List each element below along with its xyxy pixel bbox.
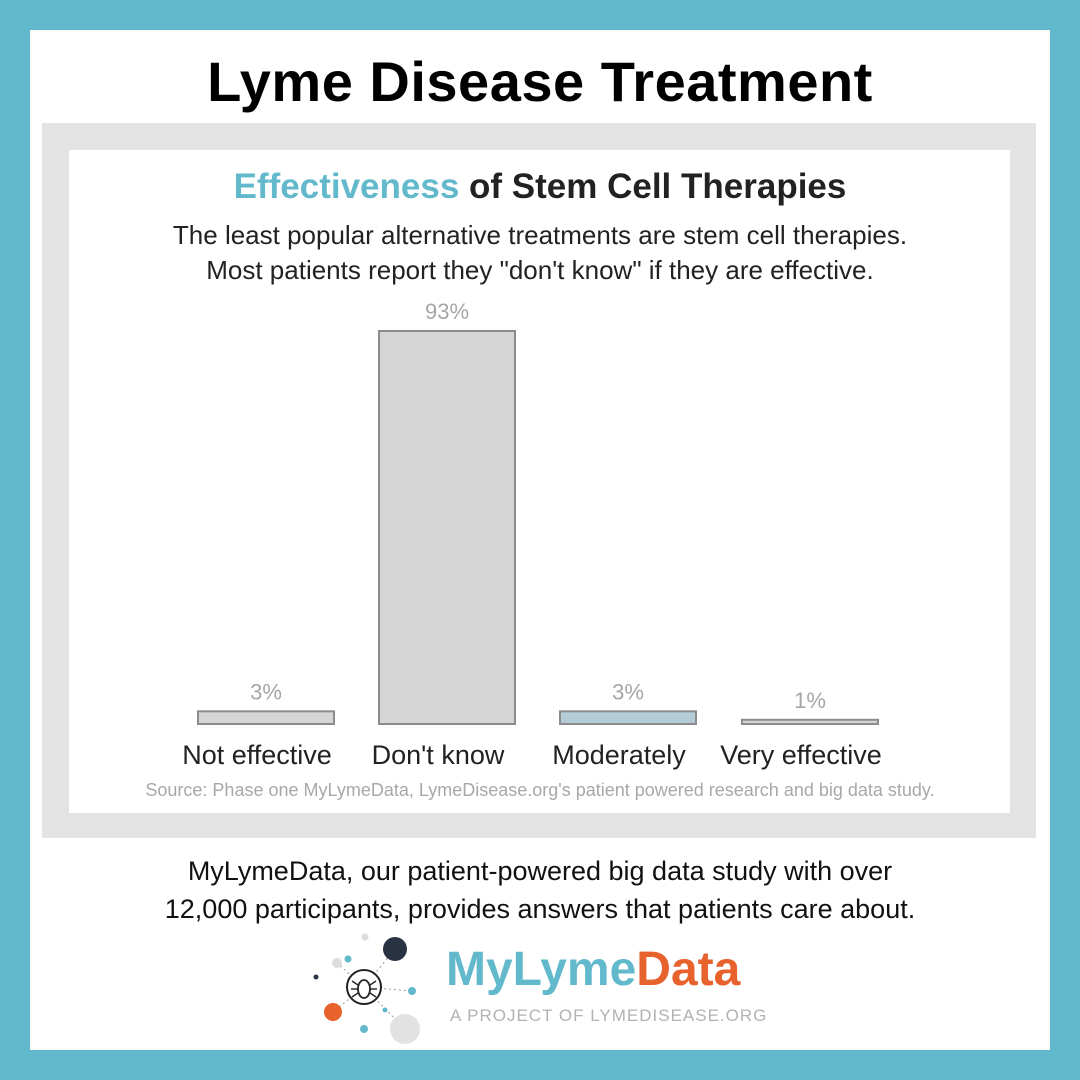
value-label-2: 3% (612, 679, 644, 704)
chart-subtitle-line-1: The least popular alternative treatments… (172, 220, 908, 250)
category-label-3: Very effective (720, 740, 882, 770)
bar-0 (197, 710, 335, 725)
category-label-1: Don't know (372, 740, 505, 770)
category-label-0: Not effective (182, 740, 332, 770)
chart-title: Effectiveness of Stem Cell Therapies (0, 166, 1080, 208)
logo-word-part-1: MyLyme (446, 943, 637, 996)
bar-2 (559, 710, 697, 725)
chart-source: Source: Phase one MyLymeData, LymeDiseas… (145, 780, 935, 800)
footer-text: MyLymeData, our patient-powered big data… (0, 852, 1080, 928)
chart-subtitle-line-2: Most patients report they "don't know" i… (206, 255, 874, 285)
bar-3 (741, 718, 879, 725)
value-label-1: 93% (425, 299, 469, 324)
chart-title-rest: of Stem Cell Therapies (459, 167, 847, 206)
chart-subtitle: The least popular alternative treatments… (0, 218, 1080, 288)
category-label-2: Moderately (552, 740, 686, 770)
footer-line-1: MyLymeData, our patient-powered big data… (187, 856, 893, 886)
chart-card (69, 150, 1010, 813)
tick-network-icon (313, 933, 420, 1044)
page-title: Lyme Disease Treatment (207, 50, 873, 113)
logo-word-part-2: Data (636, 943, 741, 996)
bar-chart: 3% Not effective 93% Don't know 3% Moderately… (182, 299, 882, 770)
bar-1 (378, 330, 516, 725)
chart-title-accent: Effectiveness (233, 167, 460, 206)
logo-wordmark: MyLymeData (446, 940, 740, 1000)
value-label-0: 3% (250, 679, 282, 704)
footer-line-2: 12,000 participants, provides answers th… (164, 894, 916, 924)
logo-tagline: A PROJECT OF LYMEDISEASE.ORG (450, 1006, 768, 1025)
value-label-3: 1% (794, 688, 826, 713)
